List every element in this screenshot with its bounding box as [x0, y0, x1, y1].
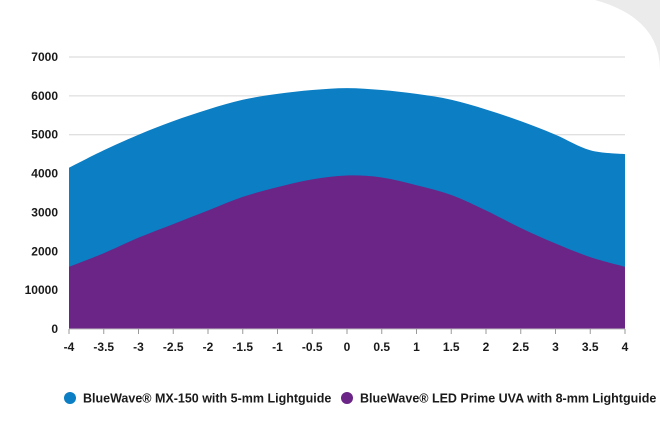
x-tick-label: -1.5	[232, 340, 253, 354]
x-tick-label: 0	[344, 340, 351, 354]
axes: 0 10000 2000 3000 4000 5000 6000 7000 -4 -3.5 -3 -2…	[25, 50, 629, 354]
x-tick-label: 4	[622, 340, 629, 354]
x-tick-label: 1.5	[443, 340, 460, 354]
y-tick-label: 4000	[31, 167, 58, 181]
x-tick-label: 2	[483, 340, 490, 354]
y-tick-label: 3000	[31, 205, 58, 219]
x-tick-label: -3.5	[93, 340, 114, 354]
y-tick-label: 0	[51, 322, 58, 336]
x-tick-label: 2.5	[512, 340, 529, 354]
y-tick-label: 5000	[31, 128, 58, 142]
legend-swatch-led-prime	[341, 392, 353, 404]
area-led-prime	[69, 175, 625, 329]
x-tick-label: -4	[64, 340, 75, 354]
data-areas	[69, 88, 625, 329]
x-tick-label: -0.5	[302, 340, 323, 354]
legend-swatch-mx150	[64, 392, 76, 404]
y-tick-label: 6000	[31, 89, 58, 103]
x-tick-label: -2	[203, 340, 214, 354]
legend-label-mx150: BlueWave® MX-150 with 5-mm Lightguide	[83, 392, 331, 406]
y-tick-label: 2000	[31, 244, 58, 258]
y-tick-label: 10000	[25, 283, 59, 297]
x-tick-label: 0.5	[373, 340, 390, 354]
legend-label-led-prime: BlueWave® LED Prime UVA with 8-mm Lightg…	[360, 392, 656, 406]
y-tick-label: 7000	[31, 50, 58, 64]
x-tick-label: 1	[413, 340, 420, 354]
x-tick-label: 3.5	[582, 340, 599, 354]
x-tick-label: -3	[133, 340, 144, 354]
x-tick-label: -2.5	[163, 340, 184, 354]
x-tick-label: 3	[552, 340, 559, 354]
legend: BlueWave® MX-150 with 5-mm Lightguide Bl…	[64, 392, 656, 406]
x-tick-label: -1	[272, 340, 283, 354]
